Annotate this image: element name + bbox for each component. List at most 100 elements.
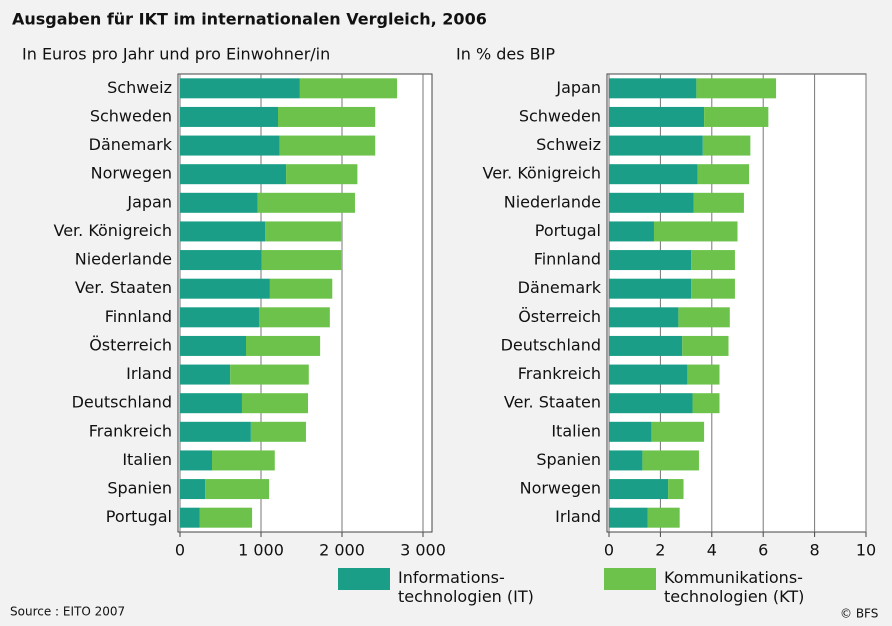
bar-segment — [651, 421, 705, 442]
bar-segment — [668, 479, 684, 500]
y-tick-label: Ver. Staaten — [504, 393, 601, 412]
y-tick-label: Deutschland — [501, 335, 601, 354]
bar-segment — [609, 221, 654, 242]
bar-segment — [609, 393, 693, 414]
bar-segment — [704, 106, 769, 127]
bar-segment — [278, 106, 376, 127]
bar-segment — [609, 164, 698, 185]
bar-segment — [180, 393, 242, 414]
bar-segment — [250, 421, 306, 442]
y-tick-label: Finnland — [534, 250, 601, 269]
bar-segment — [180, 335, 247, 356]
bar-segment — [678, 307, 730, 328]
bar-segment — [180, 78, 300, 99]
bar-segment — [609, 507, 648, 528]
bar-segment — [279, 135, 376, 156]
bar-segment — [180, 364, 231, 385]
y-tick-label: Japan — [555, 78, 601, 97]
subtitle: In Euros pro Jahr und pro Einwohner/in — [22, 45, 330, 64]
bar-segment — [180, 192, 258, 213]
y-tick-label: Schweiz — [536, 135, 601, 154]
bar-segment — [702, 135, 751, 156]
bar-segment — [180, 250, 262, 271]
y-tick-label: Spanien — [107, 479, 172, 498]
bar-segment — [687, 364, 720, 385]
y-tick-label: Schweden — [90, 106, 172, 125]
bar-segment — [609, 78, 697, 99]
legend-label: Kommunikations- technologien (KT) — [664, 568, 805, 606]
bar-segment — [265, 221, 342, 242]
x-tick-label: 0 — [175, 541, 185, 560]
bar-segment — [180, 479, 206, 500]
bar-segment — [647, 507, 680, 528]
bar-segment — [692, 393, 720, 414]
x-tick-label: 2 000 — [319, 541, 365, 560]
y-tick-label: Irland — [126, 364, 172, 383]
legend-label: Informations- technologien (IT) — [398, 568, 534, 606]
x-tick-label: 2 — [655, 541, 665, 560]
y-tick-label: Finnland — [105, 307, 172, 326]
bar-segment — [180, 135, 280, 156]
bar-segment — [180, 164, 287, 185]
y-tick-label: Frankreich — [89, 421, 172, 440]
bar-segment — [642, 450, 699, 471]
bar-segment — [258, 307, 330, 328]
bar-segment — [693, 192, 744, 213]
bar-segment — [257, 192, 355, 213]
y-tick-label: Deutschland — [72, 393, 172, 412]
bar-segment — [609, 307, 679, 328]
bar-segment — [697, 164, 750, 185]
bar-segment — [269, 278, 333, 299]
bar-segment — [180, 450, 212, 471]
y-tick-label: Dänemark — [518, 278, 602, 297]
bar-segment — [609, 450, 643, 471]
bar-segment — [299, 78, 398, 99]
y-tick-label: Spanien — [536, 450, 601, 469]
chart-title: Ausgaben für IKT im internationalen Verg… — [12, 10, 487, 29]
y-tick-label: Frankreich — [518, 364, 601, 383]
bar-segment — [286, 164, 358, 185]
bar-segment — [609, 250, 692, 271]
x-tick-label: 0 — [604, 541, 614, 560]
bar-segment — [180, 106, 279, 127]
bar-segment — [682, 335, 729, 356]
bar-segment — [609, 106, 705, 127]
bar-segment — [230, 364, 309, 385]
y-tick-label: Portugal — [106, 507, 172, 526]
credit: © BFS — [840, 607, 878, 621]
bar-segment — [211, 450, 275, 471]
y-tick-label: Dänemark — [89, 135, 173, 154]
bar-segment — [609, 364, 688, 385]
y-tick-label: Österreich — [518, 307, 601, 326]
y-tick-label: Portugal — [535, 221, 601, 240]
bar-segment — [241, 393, 308, 414]
bar-segment — [180, 421, 251, 442]
y-tick-label: Japan — [126, 192, 172, 211]
x-tick-label: 3 000 — [400, 541, 446, 560]
bar-segment — [653, 221, 738, 242]
bar-segment — [691, 278, 735, 299]
y-tick-label: Norwegen — [91, 164, 172, 183]
x-tick-label: 1 000 — [238, 541, 284, 560]
y-tick-label: Italien — [122, 450, 172, 469]
bar-segment — [609, 479, 669, 500]
bar-segment — [609, 421, 652, 442]
y-tick-label: Ver. Königreich — [482, 164, 601, 183]
bar-segment — [696, 78, 777, 99]
x-tick-label: 6 — [758, 541, 768, 560]
y-tick-label: Schweiz — [107, 78, 172, 97]
y-tick-label: Norwegen — [520, 479, 601, 498]
y-tick-label: Niederlande — [75, 250, 172, 269]
bar-segment — [205, 479, 270, 500]
bar-segment — [609, 278, 692, 299]
legend-swatch — [338, 568, 390, 590]
y-tick-label: Österreich — [89, 335, 172, 354]
bar-segment — [609, 192, 694, 213]
bar-segment — [261, 250, 342, 271]
x-tick-label: 8 — [810, 541, 820, 560]
bar-segment — [180, 507, 200, 528]
bar-segment — [609, 135, 703, 156]
y-tick-label: Schweden — [519, 106, 601, 125]
